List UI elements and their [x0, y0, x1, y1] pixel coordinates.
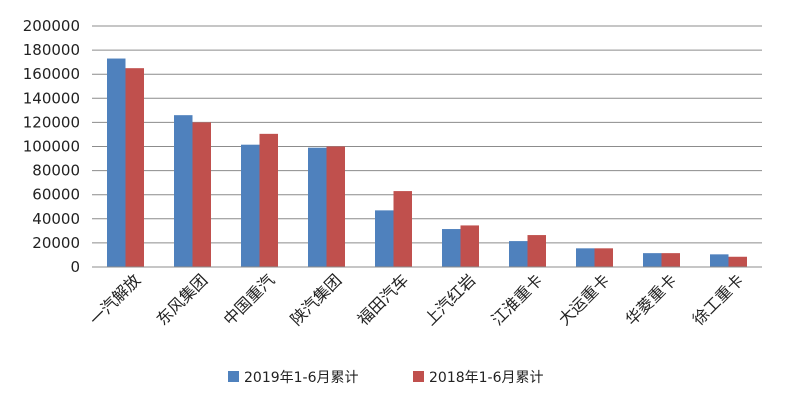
x-category-label: 一汽解放	[86, 270, 145, 329]
legend: 2019年1-6月累计 2018年1-6月累计	[228, 370, 544, 386]
y-tick-label: 140000	[23, 89, 80, 107]
bar-series-2019-8	[643, 253, 662, 267]
bar-series-2019-7	[576, 248, 595, 267]
bar-series-2018-9	[728, 256, 747, 267]
bar-series-2018-5	[460, 225, 479, 267]
bar-series-2019-1	[174, 115, 193, 267]
bar-series-2019-6	[509, 241, 528, 267]
y-tick-label: 200000	[23, 17, 80, 35]
x-category-label: 上汽红岩	[421, 270, 480, 329]
y-tick-label: 160000	[23, 65, 80, 83]
bar-series-2018-1	[192, 122, 211, 268]
y-tick-label: 0	[70, 258, 80, 276]
bar-series-2018-6	[527, 235, 546, 267]
y-tick-label: 180000	[23, 41, 80, 59]
x-category-label: 东风集团	[153, 270, 212, 329]
x-category-label: 华菱重卡	[622, 270, 681, 329]
x-category-label: 中国重汽	[220, 270, 279, 329]
bar-series-2019-5	[442, 229, 461, 267]
y-axis-tick-labels: 0 20000 40000 60000 80000 100000 120000 140000 1…	[23, 17, 80, 276]
y-tick-label: 100000	[23, 138, 80, 156]
bar-series-2019-4	[375, 210, 394, 267]
y-tick-label: 40000	[32, 210, 80, 228]
bar-series-2019-9	[710, 254, 729, 267]
bar-series-2018-8	[661, 253, 680, 267]
x-category-label: 徐工重卡	[689, 270, 748, 329]
legend-label: 2019年1-6月累计	[244, 370, 359, 386]
bar-series-2019-3	[308, 147, 327, 267]
bar-series-2018-0	[125, 68, 144, 267]
bars	[107, 58, 747, 268]
legend-swatch	[413, 371, 424, 382]
bar-series-2019-0	[107, 58, 126, 267]
bar-series-2018-3	[326, 146, 345, 267]
y-tick-label: 20000	[32, 234, 80, 252]
bar-series-2019-2	[241, 144, 260, 267]
x-axis-category-labels: 一汽解放 东风集团 中国重汽 陕汽集团 福田汽车 上汽红岩 江淮重卡 大运重卡 华菱重卡 徐工重卡	[86, 270, 748, 329]
legend-label: 2018年1-6月累计	[429, 370, 544, 386]
y-tick-label: 120000	[23, 113, 80, 131]
y-tick-label: 60000	[32, 186, 80, 204]
bar-series-2018-2	[259, 133, 278, 267]
x-category-label: 陕汽集团	[287, 270, 346, 329]
y-tick-label: 80000	[32, 162, 80, 180]
x-category-label: 福田汽车	[354, 270, 413, 329]
bar-series-2018-7	[594, 248, 613, 267]
x-category-label: 江淮重卡	[488, 270, 547, 329]
legend-swatch	[228, 371, 239, 382]
bar-series-2018-4	[393, 191, 412, 267]
x-category-label: 大运重卡	[555, 270, 614, 329]
